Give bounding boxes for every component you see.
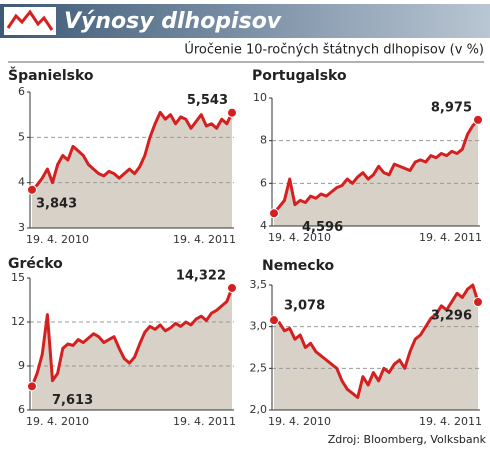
value-label: 8,975 xyxy=(431,100,472,115)
line xyxy=(30,287,234,387)
title: Výnosy dlhopisov xyxy=(64,9,282,34)
value-label: 7,613 xyxy=(52,393,93,408)
x-tick-label: 19. 4. 2011 xyxy=(173,233,236,246)
y-tick-label: 4 xyxy=(260,219,267,232)
value-label: 3,843 xyxy=(36,196,77,211)
point xyxy=(269,315,279,326)
value-label: 14,322 xyxy=(176,268,226,283)
value-label: 4,596 xyxy=(302,220,343,235)
y-tick-label: 5 xyxy=(18,130,25,143)
y-tick-label: 2,0 xyxy=(250,403,268,416)
y-tick-label: 10 xyxy=(253,91,267,104)
panel-title: Nemecko xyxy=(262,258,335,274)
line xyxy=(30,110,234,191)
area xyxy=(32,112,232,228)
y-tick-label: 15 xyxy=(11,271,25,284)
y-tick-label: 12 xyxy=(11,315,25,328)
point xyxy=(227,282,237,293)
x-tick-label: 19. 4. 2010 xyxy=(268,231,331,244)
point xyxy=(227,107,237,118)
y-tick-label: 8 xyxy=(260,134,267,147)
point xyxy=(473,297,483,307)
y-tick-label: 3,0 xyxy=(250,320,268,333)
point xyxy=(473,114,483,125)
panel-title: Španielsko xyxy=(8,66,94,84)
point xyxy=(269,208,279,219)
x-tick-label: 19. 4. 2010 xyxy=(26,233,89,246)
y-tick-label: 3 xyxy=(18,221,25,234)
y-tick-label: 4 xyxy=(18,176,25,189)
y-tick-label: 6 xyxy=(18,85,25,98)
point xyxy=(27,184,37,195)
value-label: 3,078 xyxy=(284,299,325,314)
subtitle: Úročenie 10-ročných štátnych dlhopisov (… xyxy=(184,42,484,58)
line xyxy=(272,118,480,215)
icon xyxy=(6,9,54,31)
y-tick-label: 6 xyxy=(18,403,25,416)
y-tick-label: 9 xyxy=(18,359,25,372)
area xyxy=(274,285,478,410)
panel-title: Portugalsko xyxy=(252,68,347,84)
x-tick-label: 19. 4. 2010 xyxy=(268,415,331,428)
y-tick-label: 6 xyxy=(260,176,267,189)
x-tick-label: 19. 4. 2010 xyxy=(26,415,89,428)
area xyxy=(32,287,232,410)
source: Zdroj: Bloomberg, Volksbank xyxy=(328,433,487,446)
value-label: 3,296 xyxy=(431,309,472,324)
y-tick-label: 2,5 xyxy=(250,361,268,374)
x-tick-label: 19. 4. 2011 xyxy=(173,415,236,428)
x-tick-label: 19. 4. 2011 xyxy=(419,231,482,244)
y-tick-label: 3,5 xyxy=(250,278,268,291)
line xyxy=(273,283,480,399)
panel-title: Grécko xyxy=(8,256,63,272)
point xyxy=(27,381,37,392)
header-bar xyxy=(0,4,490,38)
value-label: 5,543 xyxy=(187,93,228,108)
x-tick-label: 19. 4. 2011 xyxy=(419,415,482,428)
